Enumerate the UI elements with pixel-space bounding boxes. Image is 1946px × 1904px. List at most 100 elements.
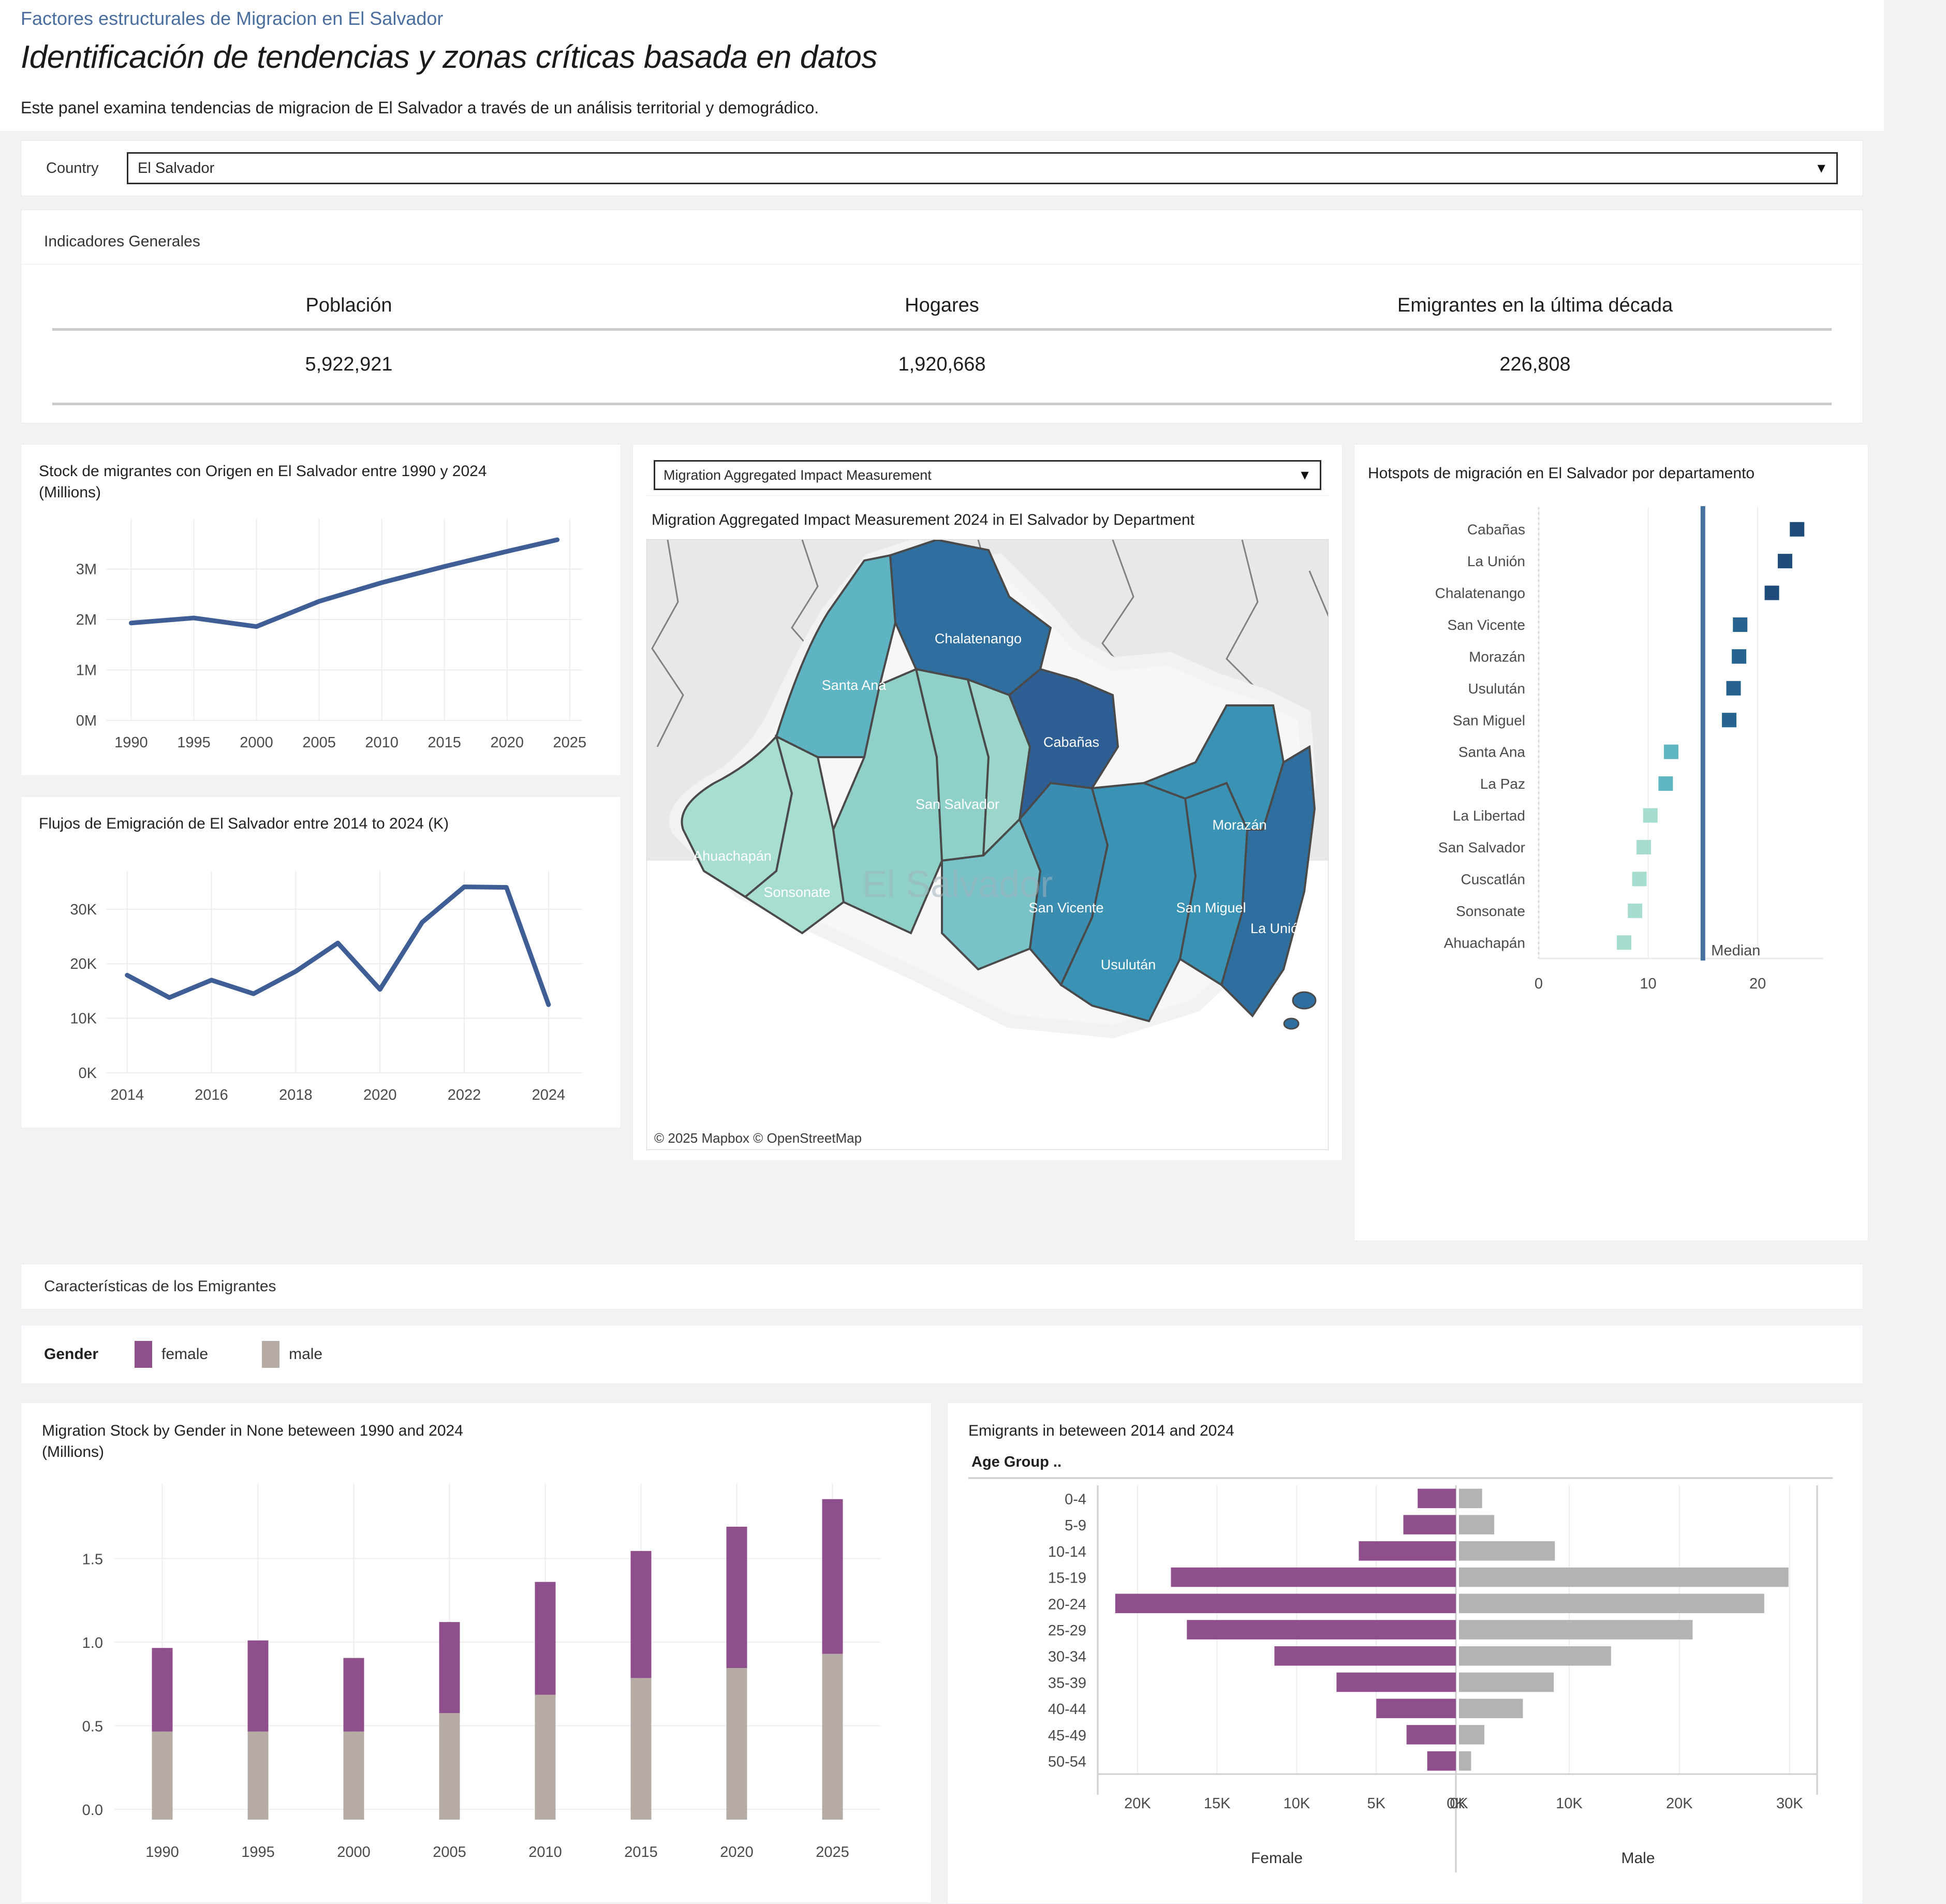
- legend-swatch-male: [262, 1341, 280, 1368]
- bar-male-1990[interactable]: [152, 1731, 173, 1820]
- kpi-section-label: Indicadores Generales: [21, 225, 1863, 265]
- svg-text:2018: 2018: [279, 1087, 313, 1103]
- hotspot-dot-1[interactable]: [1777, 553, 1792, 568]
- map-region-sonsonate: [743, 734, 845, 935]
- pyramid-bar-male-45-49[interactable]: [1459, 1724, 1484, 1745]
- bar-female-2025[interactable]: [822, 1499, 843, 1654]
- measure-select-value: Migration Aggregated Impact Measurement: [664, 467, 932, 483]
- pyramid-bar-male-0-4[interactable]: [1459, 1488, 1482, 1508]
- hotspot-dot-7[interactable]: [1663, 744, 1678, 759]
- map-label-sanmiguel: San Miguel: [1176, 900, 1246, 916]
- pyramid-bar-female-40-44[interactable]: [1376, 1699, 1456, 1718]
- bar-male-2020[interactable]: [726, 1668, 747, 1820]
- legend-swatch-female: [135, 1341, 153, 1368]
- hotspot-dot-6[interactable]: [1722, 712, 1737, 727]
- hotspot-label-6: San Miguel: [1453, 712, 1525, 728]
- age-group-0-4: 0-4: [1065, 1491, 1086, 1508]
- bar-male-2015[interactable]: [630, 1678, 652, 1820]
- bar-male-2025[interactable]: [822, 1654, 843, 1820]
- stock-gender-title: Migration Stock by Gender in None betewe…: [42, 1422, 463, 1440]
- stock-gender-subtitle: (Millions): [42, 1443, 104, 1460]
- svg-text:10K: 10K: [70, 1010, 97, 1027]
- median-label: Median: [1711, 942, 1760, 959]
- hotspot-dot-3[interactable]: [1733, 617, 1748, 632]
- hotspot-label-10: San Salvador: [1438, 839, 1525, 855]
- bar-female-2005[interactable]: [439, 1622, 460, 1714]
- dashboard-page: Factores estructurales de Migracion en E…: [0, 0, 1884, 1904]
- map-region-launion: [1220, 745, 1316, 1018]
- pyramid-bar-male-30-34[interactable]: [1459, 1646, 1611, 1666]
- pyramid-bar-female-15-19[interactable]: [1171, 1567, 1456, 1587]
- pyramid-bar-male-25-29[interactable]: [1459, 1619, 1693, 1640]
- bar-male-2000[interactable]: [343, 1731, 364, 1820]
- kpi-header-emigrantes: Emigrantes en la última década: [1397, 294, 1673, 317]
- bar-female-1990[interactable]: [152, 1648, 173, 1732]
- hotspot-label-12: Sonsonate: [1456, 903, 1525, 919]
- filter-band: Country El Salvador ▼: [21, 140, 1863, 197]
- pyramid-bar-female-10-14[interactable]: [1359, 1541, 1456, 1561]
- choropleth-map[interactable]: El Salvador Ahuachapán Sonsonate Santa Ana…: [646, 539, 1329, 1150]
- hotspot-dot-11[interactable]: [1632, 872, 1647, 887]
- bar-female-2020[interactable]: [726, 1527, 747, 1669]
- bar-male-2010[interactable]: [535, 1694, 556, 1820]
- pyramid-bar-male-10-14[interactable]: [1459, 1541, 1555, 1561]
- svg-text:1995: 1995: [177, 734, 211, 751]
- pyramid-bar-male-15-19[interactable]: [1459, 1567, 1789, 1587]
- country-filter-card: Country El Salvador ▼: [21, 140, 1863, 197]
- svg-text:1990: 1990: [114, 734, 148, 751]
- stock-gender-svg: 0.0 0.5 1.0 1.5 1990 1995 2000 2005 2010 2015 202…: [82, 1483, 880, 1861]
- hotspot-dot-13[interactable]: [1617, 935, 1631, 950]
- pyramid-bar-female-50-54[interactable]: [1427, 1751, 1456, 1771]
- svg-text:2020: 2020: [363, 1087, 397, 1103]
- svg-text:2005: 2005: [302, 734, 336, 751]
- kpi-value-poblacion: 5,922,921: [305, 353, 393, 376]
- svg-text:30K: 30K: [1776, 1795, 1803, 1812]
- pyramid-bar-male-35-39[interactable]: [1459, 1672, 1554, 1692]
- hotspot-dot-12[interactable]: [1628, 903, 1643, 918]
- kpi-header-poblacion: Población: [305, 294, 392, 317]
- age-group-header: Age Group ..: [971, 1454, 1062, 1470]
- page-subtitle: Este panel examina tendencias de migraci…: [21, 98, 819, 117]
- map-label-santaana: Santa Ana: [822, 677, 887, 693]
- hotspot-label-7: Santa Ana: [1458, 744, 1526, 760]
- kpi-header-hogares: Hogares: [905, 294, 979, 317]
- hotspot-dot-10[interactable]: [1637, 839, 1652, 854]
- svg-text:10K: 10K: [1556, 1795, 1583, 1812]
- pyramid-bar-female-5-9[interactable]: [1403, 1515, 1456, 1534]
- svg-text:0K: 0K: [79, 1065, 97, 1082]
- svg-text:20K: 20K: [1666, 1795, 1693, 1812]
- pyramid-bar-male-5-9[interactable]: [1459, 1515, 1495, 1534]
- map-label-ahuachapn: Ahuachapán: [693, 848, 772, 864]
- hotspot-dot-2[interactable]: [1764, 585, 1779, 600]
- pyramid-bar-male-40-44[interactable]: [1459, 1699, 1523, 1718]
- svg-text:1.5: 1.5: [82, 1552, 103, 1568]
- hotspot-label-4: Morazán: [1469, 648, 1525, 665]
- age-group-40-44: 40-44: [1048, 1701, 1086, 1718]
- bar-female-2010[interactable]: [535, 1582, 556, 1695]
- hotspot-dot-5[interactable]: [1726, 681, 1741, 696]
- bar-female-1995[interactable]: [247, 1640, 269, 1732]
- svg-text:15K: 15K: [1204, 1795, 1231, 1812]
- hotspot-dot-0[interactable]: [1790, 522, 1805, 537]
- bar-female-2000[interactable]: [343, 1658, 364, 1732]
- pyramid-bar-female-0-4[interactable]: [1418, 1488, 1456, 1508]
- measure-select[interactable]: Migration Aggregated Impact Measurement …: [654, 460, 1321, 491]
- bar-male-2005[interactable]: [439, 1713, 460, 1820]
- hotspot-dot-9[interactable]: [1643, 808, 1658, 823]
- pyramid-bar-female-30-34[interactable]: [1274, 1646, 1456, 1666]
- pyramid-bar-female-20-24[interactable]: [1115, 1593, 1456, 1613]
- pyramid-bar-female-35-39[interactable]: [1336, 1672, 1456, 1692]
- pyramid-bar-male-50-54[interactable]: [1459, 1751, 1471, 1771]
- pyramid-bar-female-25-29[interactable]: [1187, 1619, 1456, 1640]
- hotspot-dot-8[interactable]: [1658, 776, 1673, 791]
- country-select[interactable]: El Salvador ▼: [127, 152, 1838, 185]
- bar-male-1995[interactable]: [247, 1731, 269, 1820]
- hotspot-dot-4[interactable]: [1732, 649, 1747, 664]
- legend-item-male[interactable]: male: [262, 1341, 322, 1368]
- age-pyramid-title: Emigrants in beteween 2014 and 2024: [968, 1422, 1234, 1440]
- bar-female-2015[interactable]: [630, 1551, 652, 1678]
- age-group-30-34: 30-34: [1048, 1648, 1086, 1665]
- pyramid-bar-male-20-24[interactable]: [1459, 1593, 1764, 1613]
- legend-item-female[interactable]: female: [135, 1341, 208, 1368]
- pyramid-bar-female-45-49[interactable]: [1406, 1724, 1456, 1745]
